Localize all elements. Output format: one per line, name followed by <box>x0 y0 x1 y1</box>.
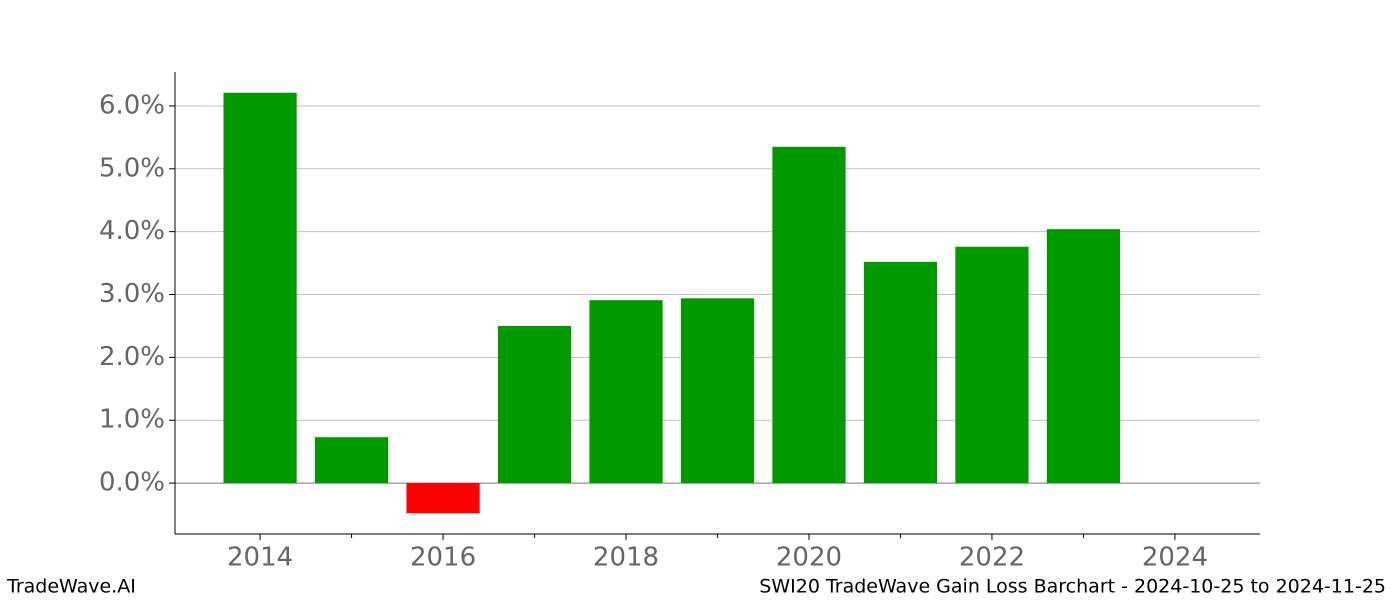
bar <box>406 483 480 514</box>
footer-left: TradeWave.AI <box>6 576 136 598</box>
bar <box>223 92 297 484</box>
bar <box>497 325 572 484</box>
bar <box>772 146 846 484</box>
y-tick-label: 4.0% <box>99 216 165 246</box>
y-tick-label: 2.0% <box>99 342 165 372</box>
y-tick-label: 1.0% <box>99 405 165 435</box>
y-tick-label: 5.0% <box>99 153 165 183</box>
x-tick-label: 2018 <box>593 543 659 573</box>
x-tick-label: 2020 <box>776 543 842 573</box>
bar <box>680 298 755 484</box>
x-tick-label: 2014 <box>227 543 293 573</box>
y-tick-label: 3.0% <box>99 279 165 309</box>
x-tick-label: 2022 <box>959 543 1025 573</box>
x-tick-label: 2016 <box>410 543 476 573</box>
footer-right: SWI20 TradeWave Gain Loss Barchart - 202… <box>759 576 1386 598</box>
bar <box>1046 229 1121 484</box>
bar <box>589 300 663 484</box>
bar <box>955 246 1029 484</box>
x-tick-label: 2024 <box>1142 543 1208 573</box>
y-tick-label: 0.0% <box>99 468 165 498</box>
y-tick-label: 6.0% <box>99 90 165 120</box>
bar <box>314 437 389 484</box>
bar <box>863 261 938 484</box>
